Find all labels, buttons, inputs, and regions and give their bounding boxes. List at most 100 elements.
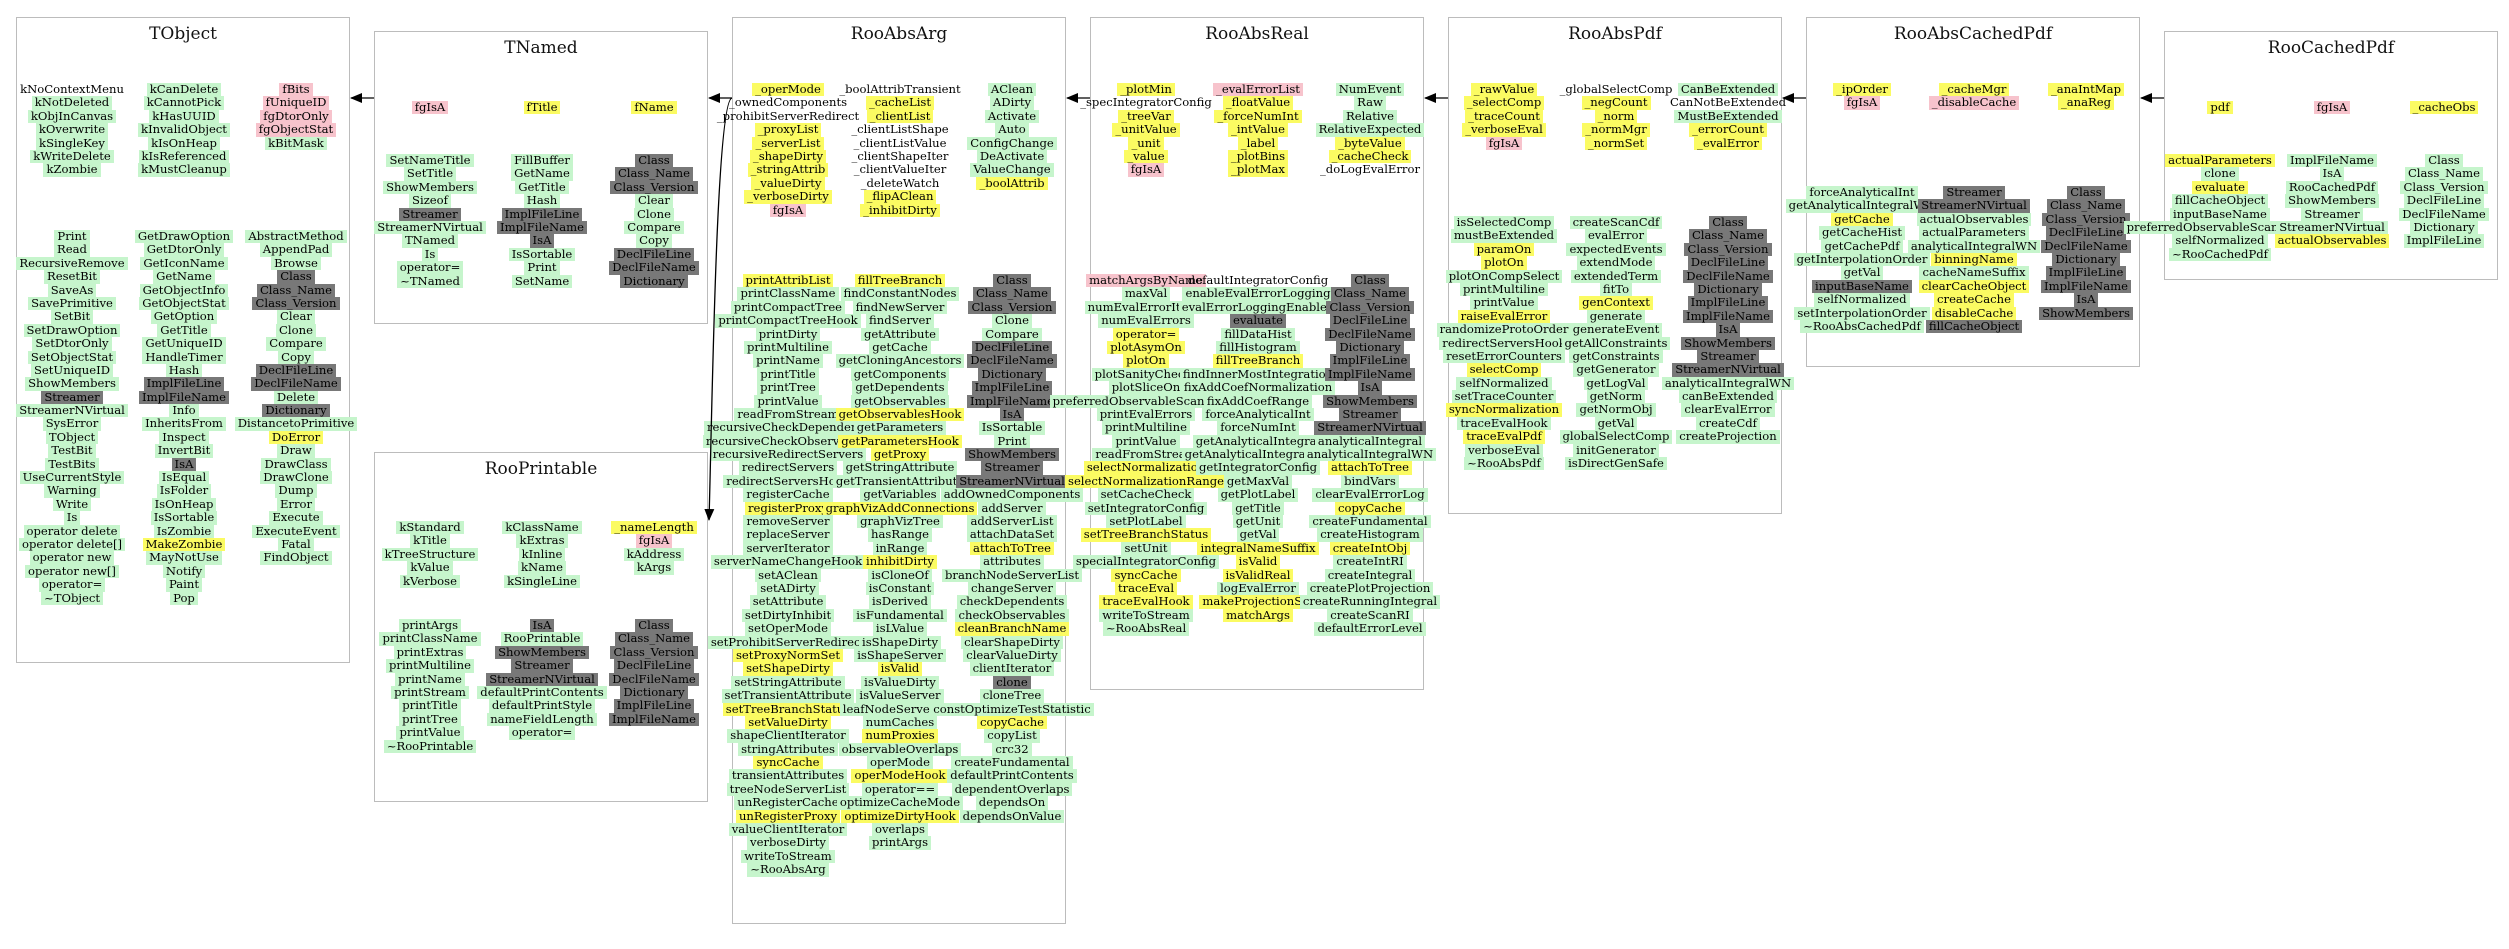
class-member: ImplFileLine xyxy=(2045,265,2127,280)
class-member: kClassName xyxy=(502,520,582,535)
class-member: kSingleKey xyxy=(36,136,108,150)
class-member: ImplFileName xyxy=(609,712,699,727)
class-member: kInline xyxy=(518,547,566,562)
class-member: _prohibitServerRedirect xyxy=(716,108,860,123)
class-member: recursiveCheckObservables xyxy=(702,434,874,449)
class-member: isValidReal xyxy=(1222,568,1294,582)
class-member: ~RooCachedPdf xyxy=(2169,247,2271,262)
class-member: DistancetoPrimitive xyxy=(234,417,358,431)
method-group-3: Class Class_Name Class_Version Clear Clone Co… xyxy=(594,153,714,288)
class-member: kTreeStructure xyxy=(381,547,479,562)
class-member: getObservables xyxy=(851,394,949,408)
class-member: Streamer xyxy=(511,658,573,673)
class-member: Clear xyxy=(635,193,673,208)
class-member: Print xyxy=(524,260,560,275)
class-member: getCacheHist xyxy=(1819,225,1905,240)
method-group-1: matchArgsByName maxVal numEvalErrorItems nu… xyxy=(1049,273,1243,636)
class-member: printArgs xyxy=(398,618,462,633)
class-member: fillDataHist xyxy=(1221,327,1295,341)
class-member: StreamerNVirtual xyxy=(2276,220,2388,235)
class-member: StreamerNVirtual xyxy=(956,474,1068,489)
class-member: _specIntegratorConfig xyxy=(1080,95,1212,110)
method-group-1: forceAnalyticalInt getAnalyticalIntegralW… xyxy=(1785,185,1939,334)
class-member: GetTitle xyxy=(157,323,211,338)
class-member: ImplFileName xyxy=(139,390,229,405)
class-member: nameFieldLength xyxy=(487,712,597,727)
class-member: plotAsymOn xyxy=(1107,340,1185,355)
class-member: FillBuffer xyxy=(511,153,573,168)
class-member: Execute xyxy=(269,510,323,525)
class-member: DeclFileLine xyxy=(2045,225,2127,240)
class-member: isShapeServer xyxy=(854,648,946,663)
class-member: IsA xyxy=(1715,322,1741,337)
class-member: printValue xyxy=(754,394,822,408)
class-member: SaveAs xyxy=(47,283,97,297)
class-member: setStringAttribute xyxy=(731,675,845,690)
class-member: findServer xyxy=(866,313,934,328)
class-member: readFromStream xyxy=(1092,447,1200,462)
class-member: DeclFileName xyxy=(2399,207,2489,221)
class-member: getCachePdf xyxy=(1821,239,1903,253)
class-member: printName xyxy=(753,353,823,368)
class-member: fgIsA xyxy=(2313,100,2351,115)
class-member: setPlotLabel xyxy=(1106,514,1186,529)
class-member: _norm xyxy=(1594,109,1638,124)
class-member: operMode xyxy=(867,755,933,770)
class-member: extendMode xyxy=(1576,255,1656,270)
class-member: isFundamental xyxy=(853,608,947,623)
class-member: forceAnalyticalInt xyxy=(1202,407,1314,422)
class-member: ShowMembers xyxy=(2285,193,2379,208)
class-member: DoError xyxy=(268,430,324,445)
class-member: GetOption xyxy=(150,309,218,324)
class-member: selectComp xyxy=(1466,362,1542,377)
class-member: createCdf xyxy=(1696,416,1760,431)
class-member: ~RooAbsPdf xyxy=(1464,456,1544,471)
class-member: Class xyxy=(277,269,315,284)
class-member: analyticalIntegralWN xyxy=(1303,447,1437,462)
class-member: SetDrawOption xyxy=(23,323,121,338)
class-member: Dump xyxy=(275,484,317,498)
member-group-3: _anaIntMap _anaReg xyxy=(2026,82,2146,110)
class-member: kNoContextMenu xyxy=(20,82,124,96)
class-member: getObservablesHook xyxy=(835,407,965,422)
class-member: _traceCount xyxy=(1465,109,1543,124)
class-member: expectedEvents xyxy=(1566,242,1666,257)
class-member: _plotBins xyxy=(1227,149,1289,164)
class-member: RooCachedPdf xyxy=(2285,180,2379,195)
class-member: StreamerNVirtual xyxy=(1672,362,1784,377)
class-member: numEvalErrors xyxy=(1098,313,1194,328)
class-member: getUnit xyxy=(1232,514,1284,529)
member-group-2: fTitle xyxy=(482,100,602,115)
class-member: createIntegral xyxy=(1324,568,1416,582)
class-member: Sizeof xyxy=(409,193,451,208)
class-member: CanBeExtended xyxy=(1677,82,1779,97)
class-member: serverNameChangeHook xyxy=(710,554,866,569)
class-member: kInvalidObject xyxy=(138,122,230,137)
class-member: actualParameters xyxy=(1919,225,2029,240)
member-group-2: _cacheMgr _disableCache xyxy=(1914,82,2034,110)
class-member: getLogVal xyxy=(1583,376,1649,391)
class-member: kBitMask xyxy=(265,136,327,150)
method-group-2: GetDrawOption GetDtorOnly GetIconName GetNa… xyxy=(124,229,244,605)
class-member: Hash xyxy=(523,193,561,208)
class-member: getParametersHook xyxy=(838,434,962,449)
class-member: printTree xyxy=(399,712,461,727)
class-member: canBeExtended xyxy=(1679,389,1777,404)
class-member: getPlotLabel xyxy=(1217,487,1299,502)
class-box-rooabsarg: RooAbsArg _operMode _ownedComponents _proh… xyxy=(702,17,1094,924)
class-member: operator= xyxy=(38,577,106,592)
class-member: Class_Version xyxy=(610,645,698,660)
class-member: Dictionary xyxy=(2052,252,2120,267)
class-member: plotOnCompSelect xyxy=(1445,269,1563,283)
class-member: Class_Version xyxy=(1684,242,1772,257)
class-member: IsSortable xyxy=(508,247,576,262)
method-group-2: defaultIntegratorConfig enableEvalErrorLo… xyxy=(1178,273,1338,623)
class-member: _boolAttrib xyxy=(976,176,1048,191)
class-member: selectNormalization xyxy=(1083,461,1209,475)
class-member: _byteValue xyxy=(1335,136,1405,150)
class-member: ImplFileLine xyxy=(501,207,583,221)
class-member: ImplFileLine xyxy=(143,376,225,391)
class-member: fgDtorOnly xyxy=(260,109,332,124)
class-member: shapeClientIterator xyxy=(727,728,849,743)
class-member: fgIsA xyxy=(1485,136,1523,150)
